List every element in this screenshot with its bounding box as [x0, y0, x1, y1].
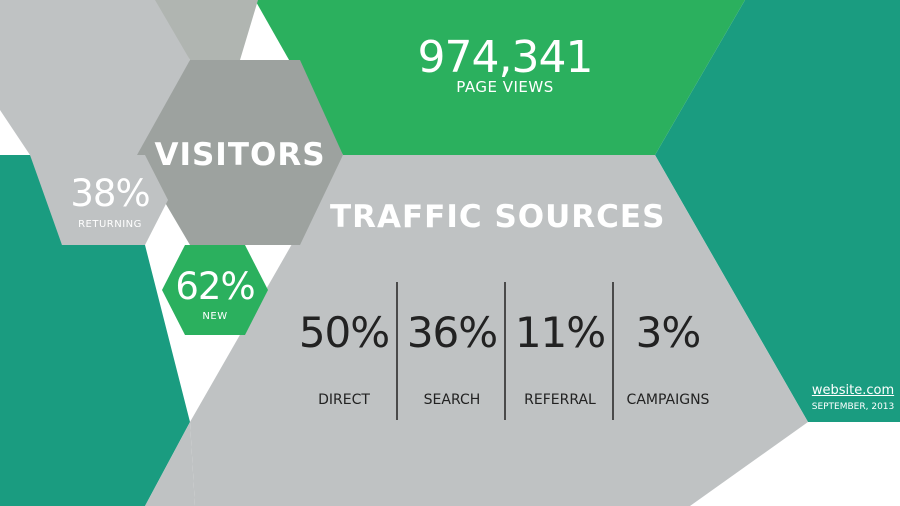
new-visitors-shape	[162, 245, 268, 335]
new-value: 62%	[175, 265, 255, 308]
page-views-label: PAGE VIEWS	[456, 78, 554, 96]
returning-label: RETURNING	[78, 219, 142, 230]
traffic-referral-value: 11%	[514, 308, 606, 357]
returning-value: 38%	[70, 172, 150, 215]
traffic-campaigns-label: CAMPAIGNS	[626, 392, 710, 408]
traffic-divider	[504, 282, 506, 420]
traffic-referral-label: REFERRAL	[524, 392, 596, 408]
visitors-shape	[137, 60, 343, 245]
traffic-divider	[612, 282, 614, 420]
traffic-search-value: 36%	[406, 308, 498, 357]
footer-date: SEPTEMBER, 2013	[811, 402, 895, 412]
traffic-campaigns-value: 3%	[635, 308, 702, 357]
traffic-sources-title: TRAFFIC SOURCES	[330, 199, 666, 235]
returning-shape	[30, 155, 168, 245]
traffic-sources-shape	[190, 155, 808, 506]
top-sage-shape	[155, 0, 258, 60]
traffic-search-label: SEARCH	[423, 392, 481, 408]
traffic-direct-value: 50%	[298, 308, 390, 357]
page-views-value: 974,341	[417, 32, 594, 83]
teal-right-panel	[655, 0, 900, 422]
new-label: NEW	[202, 311, 228, 322]
traffic-divider	[396, 282, 398, 420]
footer-site[interactable]: website.com	[811, 383, 895, 398]
traffic-direct-label: DIRECT	[318, 392, 370, 408]
bottom-gray-shape	[145, 422, 195, 506]
left-gray-shape	[0, 0, 190, 155]
visitors-title: VISITORS	[154, 137, 326, 173]
page-views-shape	[255, 0, 745, 155]
teal-left-panel	[0, 155, 190, 506]
